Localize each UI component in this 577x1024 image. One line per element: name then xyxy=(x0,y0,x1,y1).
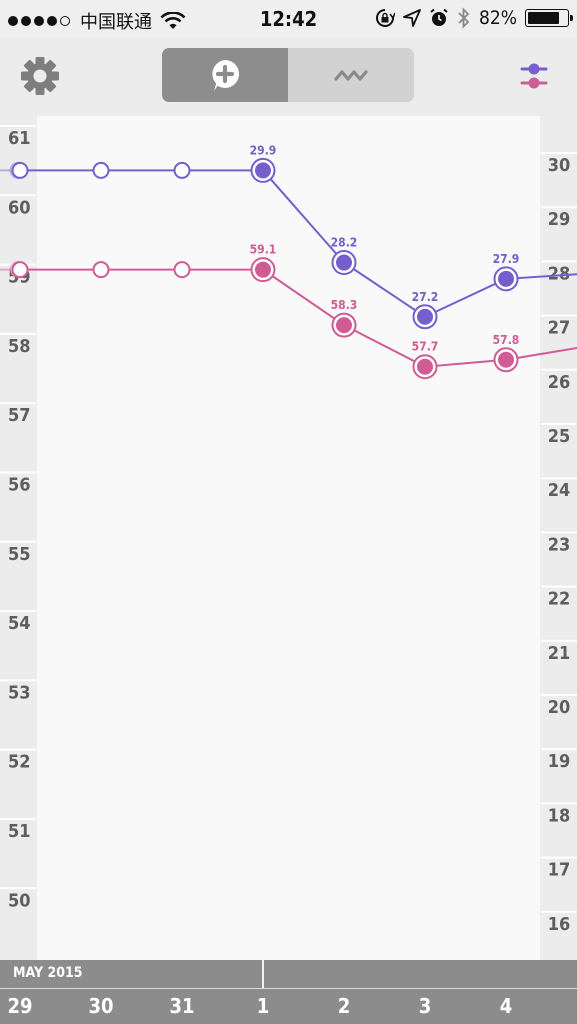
left-axis-tick-label: 51 xyxy=(8,821,31,842)
data-label: 57.8 xyxy=(493,333,520,347)
month-row: MAY 2015 xyxy=(0,960,577,989)
series-point-empty[interactable] xyxy=(11,261,29,279)
series-point-fill xyxy=(336,254,352,271)
right-axis-tick-label: 26 xyxy=(548,372,571,393)
status-bar: 中国联通 12:42 82% xyxy=(0,0,577,38)
right-axis-tick-label: 22 xyxy=(548,589,571,610)
series-point-fill xyxy=(498,351,514,368)
date-bar: MAY 2015 29 30 31 1 2 3 4 xyxy=(0,960,577,1024)
alarm-icon xyxy=(430,8,448,26)
left-axis-tick-label: 50 xyxy=(8,890,31,911)
series-point-empty[interactable] xyxy=(173,261,191,279)
series-point-fill xyxy=(255,162,271,179)
carrier-name: 中国联通 xyxy=(80,12,152,33)
right-axis-tick-label: 30 xyxy=(548,155,571,176)
left-axis-tick-label: 55 xyxy=(8,544,31,565)
series-2: 59.1 58.3 57.7 57.8 xyxy=(0,243,577,380)
series-point-empty[interactable] xyxy=(173,161,191,179)
right-axis-tick-label: 27 xyxy=(548,318,571,339)
data-label: 27.9 xyxy=(493,252,520,266)
battery-percent: 82% xyxy=(479,7,517,29)
right-axis-tick-label: 19 xyxy=(548,751,571,772)
data-label: 58.3 xyxy=(331,298,358,312)
bluetooth-icon xyxy=(458,7,470,29)
battery-icon xyxy=(525,9,573,27)
day-label[interactable]: 3 xyxy=(418,994,432,1018)
add-entry-icon xyxy=(212,59,240,91)
left-axis-tick-label: 57 xyxy=(8,405,31,426)
add-entry-tab[interactable] xyxy=(162,48,288,102)
status-left: 中国联通 xyxy=(8,8,186,34)
month-label: MAY 2015 xyxy=(13,965,83,981)
location-icon xyxy=(403,9,421,27)
right-axis-tick-label: 28 xyxy=(548,263,571,284)
weight-chart[interactable]: 616059585756555453525150 302928272625242… xyxy=(0,116,577,960)
view-mode-segmented-control xyxy=(162,48,414,102)
legend-icon[interactable] xyxy=(519,58,549,96)
wifi-icon xyxy=(160,12,186,29)
series-1: 29.9 28.2 27.2 27.9 xyxy=(0,143,577,330)
day-label[interactable]: 4 xyxy=(499,994,513,1018)
series-point-empty[interactable] xyxy=(92,261,110,279)
right-axis-tick-label: 16 xyxy=(548,914,571,935)
right-axis-tick-label: 21 xyxy=(548,643,571,664)
month-divider xyxy=(262,960,264,988)
right-axis-tick-label: 20 xyxy=(548,697,571,718)
left-axis-tick-label: 58 xyxy=(8,336,31,357)
chart-wave-icon xyxy=(334,70,368,81)
chart-plot-background xyxy=(37,116,540,960)
series-layer: 29.9 28.2 27.2 27.9 59.1 58.3 57.7 57.8 xyxy=(0,143,577,380)
left-axis-tick-label: 52 xyxy=(8,752,31,773)
signal-strength-icon xyxy=(8,16,70,26)
series-trail xyxy=(505,347,577,361)
day-label[interactable]: 1 xyxy=(256,994,270,1018)
right-axis-tick-label: 17 xyxy=(548,860,571,881)
series-point-fill xyxy=(255,261,271,278)
series-point-fill xyxy=(417,308,433,325)
series-point-empty[interactable] xyxy=(92,161,110,179)
data-label: 59.1 xyxy=(250,243,277,257)
right-axis-tick-label: 25 xyxy=(548,426,571,447)
status-right: 82% xyxy=(375,7,573,29)
gear-icon[interactable] xyxy=(20,56,60,96)
series-point-fill xyxy=(498,270,514,287)
day-label[interactable]: 29 xyxy=(7,994,33,1018)
data-label: 29.9 xyxy=(250,143,277,157)
left-axis-tick-label: 60 xyxy=(8,197,31,218)
left-axis: 616059585756555453525150 xyxy=(0,125,36,911)
series-point-fill xyxy=(336,317,352,334)
right-axis-tick-label: 18 xyxy=(548,805,571,826)
data-label: 28.2 xyxy=(331,236,358,250)
series-point-fill xyxy=(417,358,433,375)
left-axis-tick-label: 56 xyxy=(8,475,31,496)
day-label[interactable]: 30 xyxy=(88,994,114,1018)
navigation-bar xyxy=(0,38,577,116)
left-axis-tick-label: 54 xyxy=(8,613,31,634)
chart-tab[interactable] xyxy=(288,48,414,102)
right-axis-tick-label: 23 xyxy=(548,534,571,555)
rotation-lock-icon xyxy=(376,9,395,27)
right-axis-tick-label: 24 xyxy=(548,480,571,501)
right-axis: 30 29 28 27 26 25 24 23 22 21 20 19 18 17 16 xyxy=(541,152,577,935)
right-axis-tick-label: 29 xyxy=(548,209,571,230)
data-label: 57.7 xyxy=(412,340,439,354)
series-trail xyxy=(505,273,577,280)
left-axis-tick-label: 61 xyxy=(8,128,31,149)
day-label[interactable]: 31 xyxy=(169,994,195,1018)
chart-area[interactable]: 616059585756555453525150 302928272625242… xyxy=(0,116,577,960)
left-axis-tick-label: 53 xyxy=(8,682,31,703)
day-label[interactable]: 2 xyxy=(337,994,351,1018)
data-label: 27.2 xyxy=(412,290,439,304)
series-point-empty[interactable] xyxy=(11,161,29,179)
